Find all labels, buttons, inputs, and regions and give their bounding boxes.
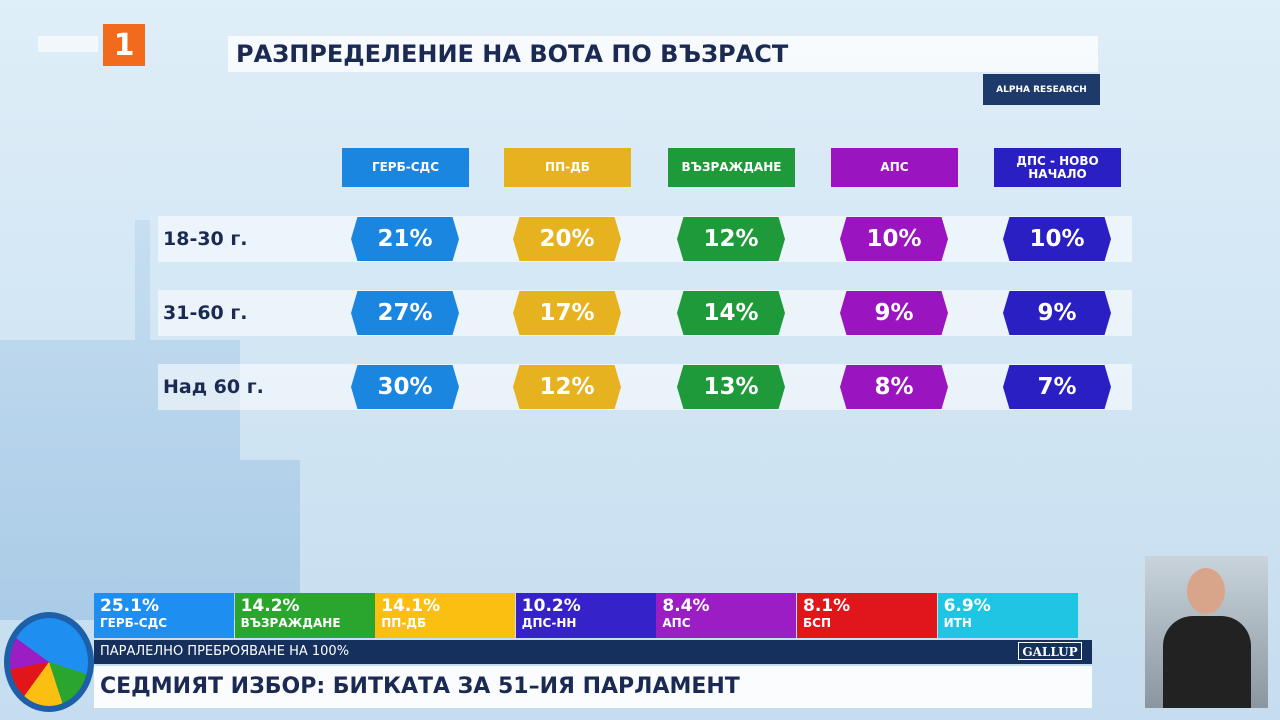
value-badge: 10% <box>1003 217 1111 261</box>
result-value: 8.4% <box>662 596 710 616</box>
row-label: 18-30 г. <box>163 228 248 250</box>
interpreter-head <box>1187 568 1225 614</box>
result-value: 14.1% <box>381 596 441 616</box>
building-silhouette <box>0 220 300 620</box>
value-badge: 9% <box>840 291 948 335</box>
channel-tag <box>38 36 98 52</box>
value-badge: 17% <box>513 291 621 335</box>
result-value: 6.9% <box>943 596 991 616</box>
result-item: 8.1% БСП <box>797 593 937 638</box>
result-value: 8.1% <box>803 596 851 616</box>
row-label: Над 60 г. <box>163 376 264 398</box>
gallup-logo: GALLUP <box>1018 642 1082 660</box>
result-value: 25.1% <box>100 596 159 616</box>
value-badge: 9% <box>1003 291 1111 335</box>
value-badge: 27% <box>351 291 459 335</box>
value-badge: 12% <box>677 217 785 261</box>
source-logo: ALPHA RESEARCH <box>983 74 1100 105</box>
headline: СЕДМИЯТ ИЗБОР: БИТКАТА ЗА 51–ИЯ ПАРЛАМЕН… <box>94 666 1092 708</box>
value-badge: 21% <box>351 217 459 261</box>
value-badge: 30% <box>351 365 459 409</box>
election-logo <box>4 612 94 712</box>
result-party: ПП-ДБ <box>381 616 427 630</box>
result-item: 25.1% ГЕРБ-СДС <box>94 593 234 638</box>
column-header: АПС <box>831 148 958 187</box>
row-band <box>158 216 1132 262</box>
value-badge: 13% <box>677 365 785 409</box>
result-value: 14.2% <box>240 596 300 616</box>
value-badge: 10% <box>840 217 948 261</box>
value-badge: 20% <box>513 217 621 261</box>
title: РАЗПРЕДЕЛЕНИЕ НА ВОТА ПО ВЪЗРАСТ <box>228 36 1098 72</box>
row-label: 31-60 г. <box>163 302 248 324</box>
result-item: 8.4% АПС <box>656 593 797 638</box>
result-item: 14.1% ПП-ДБ <box>375 593 516 638</box>
row-band <box>158 364 1132 410</box>
column-header: ВЪЗРАЖДАНЕ <box>668 148 795 187</box>
result-value: 10.2% <box>521 596 581 616</box>
result-party: БСП <box>803 616 831 630</box>
result-item: 14.2% ВЪЗРАЖДАНЕ <box>234 593 375 638</box>
caption: ПАРАЛЕЛНО ПРЕБРОЯВАНЕ НА 100% <box>100 644 350 659</box>
result-party: ДПС-НН <box>521 616 577 630</box>
interpreter-body <box>1163 616 1251 708</box>
result-item: 6.9% ИТН <box>937 593 1078 638</box>
column-header: ПП-ДБ <box>504 148 631 187</box>
column-header: ДПС - НОВО НАЧАЛО <box>994 148 1121 187</box>
channel-logo: 1 <box>103 24 145 66</box>
result-party: ИТН <box>943 616 972 630</box>
row-band <box>158 290 1132 336</box>
value-badge: 14% <box>677 291 785 335</box>
result-party: ГЕРБ-СДС <box>100 616 168 630</box>
result-party: АПС <box>662 616 691 630</box>
value-badge: 8% <box>840 365 948 409</box>
result-item: 10.2% ДПС-НН <box>515 593 656 638</box>
caption-bar: ПАРАЛЕЛНО ПРЕБРОЯВАНЕ НА 100% <box>94 640 1092 664</box>
column-header: ГЕРБ-СДС <box>342 148 469 187</box>
sign-interpreter <box>1145 556 1268 708</box>
value-badge: 7% <box>1003 365 1111 409</box>
result-party: ВЪЗРАЖДАНЕ <box>240 616 341 630</box>
value-badge: 12% <box>513 365 621 409</box>
